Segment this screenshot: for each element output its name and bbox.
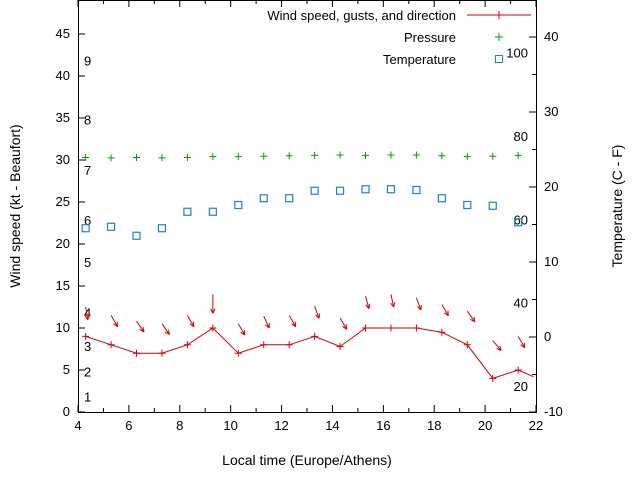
beaufort-label: 3 xyxy=(84,339,91,354)
x-tick-label: 10 xyxy=(223,418,237,433)
celsius-tick-label: 0 xyxy=(544,329,551,344)
legend-sample-pressure-plus-icon xyxy=(495,33,503,41)
wind-tick-label: 10 xyxy=(56,320,70,335)
celsius-tick-label: -10 xyxy=(544,404,563,419)
fahrenheit-label: 20 xyxy=(514,379,528,394)
series-wind-gusts xyxy=(84,294,526,352)
x-tick-label: 20 xyxy=(478,418,492,433)
legend-label-temperature: Temperature xyxy=(383,51,456,67)
wind-tick-label: 20 xyxy=(56,236,70,251)
beaufort-label: 7 xyxy=(84,163,91,178)
wind-tick-label: 15 xyxy=(56,278,70,293)
beaufort-label: 9 xyxy=(84,54,91,69)
legend: Wind speed, gusts, and direction Pressur… xyxy=(267,4,534,70)
series-temperature xyxy=(81,185,523,240)
x-tick-label: 8 xyxy=(176,418,183,433)
wind-tick-label: 30 xyxy=(56,152,70,167)
beaufort-label: 4 xyxy=(84,306,91,321)
x-tick-label: 6 xyxy=(125,418,132,433)
celsius-tick-label: 30 xyxy=(544,104,558,119)
wind-tick-label: 40 xyxy=(56,68,70,83)
legend-sample-temperature-square-icon xyxy=(495,55,503,63)
y-axis-title-right: Temperature (C - F) xyxy=(609,144,625,268)
wind-tick-label: 45 xyxy=(56,26,70,41)
x-tick-label: 18 xyxy=(427,418,441,433)
x-tick-label: 12 xyxy=(274,418,288,433)
x-tick-label: 14 xyxy=(325,418,339,433)
legend-item-wind: Wind speed, gusts, and direction xyxy=(267,4,534,26)
series-pressure xyxy=(82,151,522,162)
wind-tick-label: 0 xyxy=(63,404,70,419)
legend-item-temperature: Temperature xyxy=(267,48,534,70)
y-axis-title-left: Wind speed (kt - Beaufort) xyxy=(7,124,23,288)
x-tick-label: 22 xyxy=(529,418,543,433)
legend-label-pressure: Pressure xyxy=(403,29,456,45)
legend-item-pressure: Pressure xyxy=(267,26,534,48)
series-wind-speed xyxy=(82,324,534,382)
wind-tick-label: 25 xyxy=(56,194,70,209)
beaufort-label: 6 xyxy=(84,213,91,228)
beaufort-label: 1 xyxy=(84,390,91,405)
celsius-tick-label: 10 xyxy=(544,254,558,269)
axis-ticks xyxy=(77,0,537,413)
beaufort-label: 8 xyxy=(84,112,91,127)
legend-sample-wind-line-plus-icon xyxy=(467,11,531,19)
x-tick-label: 16 xyxy=(376,418,390,433)
fahrenheit-label: 80 xyxy=(514,129,528,144)
x-axis-title: Local time (Europe/Athens) xyxy=(222,452,392,468)
beaufort-label: 2 xyxy=(84,364,91,379)
legend-label-wind: Wind speed, gusts, and direction xyxy=(267,7,456,23)
celsius-tick-label: 40 xyxy=(544,29,558,44)
beaufort-label: 5 xyxy=(84,255,91,270)
fahrenheit-label: 100 xyxy=(506,46,528,61)
wind-tick-label: 35 xyxy=(56,110,70,125)
fahrenheit-label: 60 xyxy=(514,212,528,227)
fahrenheit-label: 40 xyxy=(514,296,528,311)
wind-tick-label: 5 xyxy=(63,362,70,377)
celsius-tick-label: 20 xyxy=(544,179,558,194)
x-tick-label: 4 xyxy=(74,418,81,433)
axis-tick-labels: 4 6 8 10 12 14 16 18 20 22051015202530354045-1001… xyxy=(56,26,563,433)
